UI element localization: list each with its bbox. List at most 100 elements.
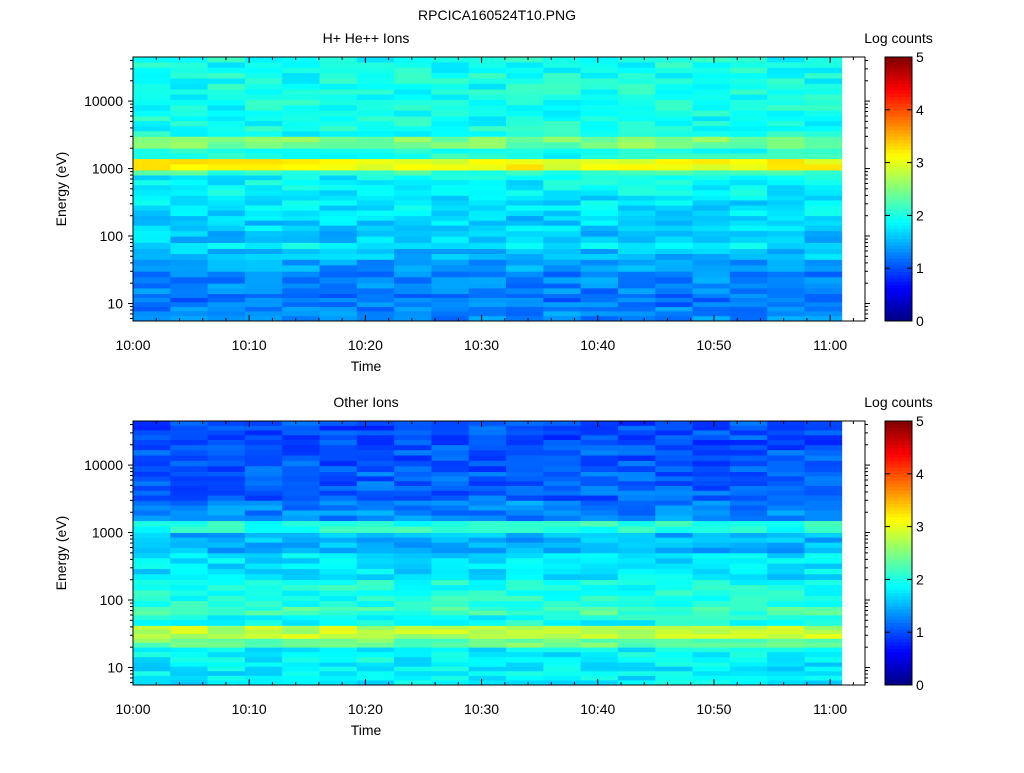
panel1-cell bbox=[170, 153, 208, 160]
panel1-cell bbox=[170, 220, 208, 227]
panel2-cell bbox=[133, 505, 171, 511]
panel2-cell bbox=[767, 485, 805, 492]
panel1-cell bbox=[580, 242, 619, 250]
panel1-cell bbox=[244, 116, 283, 122]
panel1-cell bbox=[244, 164, 283, 171]
panel2-colorbar-swatch bbox=[885, 592, 912, 597]
panel2-colorbar-swatch bbox=[885, 434, 912, 438]
panel1-cell bbox=[729, 215, 768, 222]
panel2-cell bbox=[319, 657, 358, 663]
panel2-cell bbox=[356, 421, 395, 427]
panel2-cell bbox=[506, 450, 544, 456]
panel2-cell bbox=[133, 671, 171, 677]
panel2-cell bbox=[506, 510, 544, 516]
panel1-cell bbox=[804, 254, 843, 260]
panel1-cell bbox=[543, 121, 582, 127]
panel1-cell bbox=[543, 62, 582, 69]
panel2-cell bbox=[767, 552, 805, 559]
panel2-cell bbox=[170, 490, 208, 496]
panel1-cell bbox=[133, 306, 171, 312]
panel2-cell bbox=[655, 662, 693, 668]
panel1-cell bbox=[729, 89, 768, 95]
panel2-cell bbox=[244, 444, 283, 451]
panel2-cell bbox=[506, 485, 544, 492]
panel2-cell bbox=[244, 515, 283, 522]
panel1-cell bbox=[356, 220, 395, 227]
panel1-cell bbox=[729, 94, 768, 101]
panel2-cell bbox=[804, 590, 843, 597]
panel1-cell bbox=[692, 230, 731, 238]
panel2-cell bbox=[580, 485, 619, 492]
panel1-cell bbox=[506, 94, 544, 101]
panel1-cell bbox=[431, 283, 470, 289]
panel2-cell bbox=[431, 526, 470, 533]
panel1-cell bbox=[580, 316, 619, 322]
panel1-cell bbox=[431, 78, 470, 85]
panel2-cell bbox=[767, 500, 805, 506]
panel2-cell bbox=[729, 430, 768, 436]
panel2-cell bbox=[767, 563, 805, 570]
panel2-cell bbox=[394, 481, 432, 487]
panel1-cell bbox=[506, 242, 544, 250]
panel1-cell bbox=[207, 105, 246, 112]
panel2-cell bbox=[506, 614, 544, 621]
panel1-cell bbox=[506, 306, 544, 312]
panel2-cell bbox=[617, 520, 656, 527]
panel1-cell bbox=[617, 225, 656, 232]
panel2-cell bbox=[543, 440, 582, 446]
panel2-cell bbox=[692, 476, 731, 482]
panel2-cell bbox=[468, 574, 507, 581]
panel1-cell bbox=[319, 293, 358, 299]
panel2-cell bbox=[543, 675, 582, 681]
panel2-cell bbox=[655, 657, 693, 663]
panel1-cell bbox=[580, 277, 619, 284]
panel2-cell bbox=[580, 558, 619, 564]
panel2-cell bbox=[468, 450, 507, 456]
panel1-cell bbox=[244, 236, 283, 243]
panel1-cell bbox=[580, 67, 619, 74]
panel2-cell bbox=[319, 675, 358, 681]
panel1-cell bbox=[729, 110, 768, 117]
panel2-cell bbox=[692, 642, 731, 648]
panel1-cell bbox=[506, 121, 544, 127]
panel1-colorbar-swatch bbox=[885, 86, 912, 91]
panel1-cell bbox=[506, 185, 544, 191]
panel1-cell bbox=[244, 210, 283, 217]
panel2-cell bbox=[244, 585, 283, 591]
panel1-cell bbox=[617, 190, 656, 196]
panel1-cell bbox=[767, 148, 805, 154]
panel1-colorbar-swatch bbox=[885, 149, 912, 154]
panel1-colorbar-swatch bbox=[885, 222, 912, 226]
panel2-cell bbox=[543, 579, 582, 586]
panel2-cell bbox=[804, 526, 843, 533]
panel1-cell bbox=[468, 62, 507, 69]
panel1-colorbar-swatch bbox=[885, 70, 912, 74]
panel2-cell bbox=[506, 481, 544, 487]
panel2-cell bbox=[506, 526, 544, 533]
panel1-colorbar-swatch bbox=[885, 241, 912, 246]
panel1-cell bbox=[431, 215, 470, 222]
panel1-cell bbox=[431, 83, 470, 90]
panel1-cell bbox=[319, 302, 358, 307]
panel2-cell bbox=[468, 647, 507, 653]
panel1-cell bbox=[282, 225, 320, 232]
panel2-colorbar-swatch bbox=[885, 553, 912, 557]
panel1-cell bbox=[543, 110, 582, 117]
panel1-cell bbox=[543, 136, 582, 143]
panel2-cell bbox=[244, 466, 283, 473]
panel2-cell bbox=[543, 568, 582, 575]
panel1-cell bbox=[580, 283, 619, 289]
panel2-cell bbox=[356, 450, 395, 456]
panel1-cell bbox=[394, 148, 432, 154]
panel1-colorbar-swatch bbox=[885, 159, 912, 164]
panel2-cell bbox=[580, 520, 619, 527]
panel2-cell bbox=[617, 558, 656, 564]
panel1-cell bbox=[431, 164, 470, 171]
panel1-cell bbox=[170, 170, 208, 176]
panel1-cell bbox=[804, 170, 843, 176]
panel2-colorbar-swatch bbox=[885, 477, 912, 481]
panel2-cell bbox=[506, 542, 544, 549]
panel1-cell bbox=[356, 126, 395, 132]
panel2-cell bbox=[356, 435, 395, 441]
panel1-cell bbox=[133, 316, 171, 322]
